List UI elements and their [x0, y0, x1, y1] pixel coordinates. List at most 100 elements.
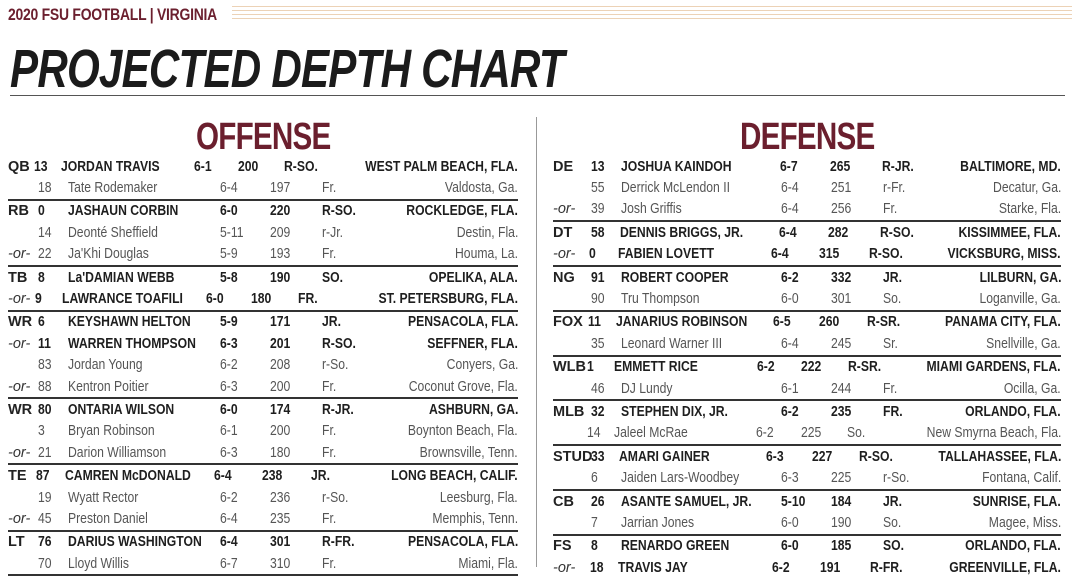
player-class: So.: [883, 514, 902, 531]
player-class: FR.: [297, 291, 318, 308]
player-weight: 225: [831, 470, 852, 487]
position-label: MLB: [553, 403, 585, 420]
decorative-stripes: [232, 6, 1072, 20]
position-label: STUD: [553, 448, 593, 465]
position-label: DT: [553, 224, 573, 241]
jersey-number: 26: [591, 493, 605, 510]
player-height: 6-1: [194, 158, 212, 175]
player-hometown: LILBURN, GA.: [979, 269, 1061, 286]
jersey-number: 0: [589, 246, 597, 263]
player-row: 14 Jaleel McRae 6-2 225 So. New Smyrna B…: [553, 423, 1061, 447]
player-row: TE 87 CAMREN McDONALD 6-4 238 JR. LONG B…: [8, 465, 518, 486]
jersey-number: 13: [34, 158, 48, 175]
player-hometown: Starke, Fla.: [998, 201, 1061, 218]
player-hometown: ORLANDO, FLA.: [965, 538, 1061, 555]
player-hometown: Loganville, Ga.: [979, 291, 1061, 308]
player-name: JOSHUA KAINDOH: [620, 158, 732, 175]
player-height: 6-0: [220, 401, 238, 418]
player-row: 19 Wyatt Rector 6-2 236 r-So. Leesburg, …: [8, 487, 518, 508]
player-name: FABIEN LOVETT: [618, 246, 715, 263]
player-height: 5-9: [220, 314, 238, 331]
player-height: 6-0: [206, 291, 224, 308]
player-height: 6-2: [772, 559, 790, 576]
player-weight: 174: [270, 401, 291, 418]
jersey-number: 83: [38, 357, 52, 374]
position-label: NG: [553, 269, 575, 286]
player-height: 6-4: [781, 201, 799, 218]
player-class: R-SO.: [859, 448, 894, 465]
player-class: JR.: [883, 493, 902, 510]
player-height: 6-4: [220, 510, 238, 527]
title-divider: [10, 95, 1065, 96]
player-hometown: Boynton Beach, Fla.: [408, 423, 518, 440]
player-class: R-FR.: [322, 534, 355, 551]
player-weight: 260: [819, 314, 840, 331]
player-class: r-Jr.: [322, 224, 343, 241]
player-class: SO.: [322, 269, 343, 286]
player-weight: 220: [270, 203, 291, 220]
player-hometown: GREENVILLE, FLA.: [949, 559, 1062, 576]
jersey-number: 11: [38, 335, 51, 352]
player-name: ONTARIA WILSON: [68, 401, 175, 418]
player-class: JR.: [322, 314, 341, 331]
player-class: Fr.: [322, 510, 337, 527]
player-class: R-FR.: [870, 559, 903, 576]
player-row: -or- 88 Kentron Poitier 6-3 200 Fr. Coco…: [8, 376, 518, 400]
player-hometown: OPELIKA, ALA.: [429, 269, 518, 286]
jersey-number: 55: [591, 180, 605, 197]
player-hometown: Ocilla, Ga.: [1004, 380, 1061, 397]
player-row: WR 6 KEYSHAWN HELTON 5-9 171 JR. PENSACO…: [8, 312, 518, 333]
player-name: ROBERT COOPER: [621, 269, 729, 286]
player-height: 6-2: [756, 425, 774, 442]
player-name: LAWRANCE TOAFILI: [62, 291, 183, 308]
jersey-number: 9: [35, 291, 42, 308]
player-hometown: LONG BEACH, CALIF.: [391, 468, 518, 485]
player-weight: 310: [270, 555, 291, 572]
player-class: r-Fr.: [883, 180, 906, 197]
player-height: 6-0: [781, 538, 799, 555]
player-name: Ja'Khi Douglas: [68, 246, 149, 263]
position-label: -or-: [8, 246, 31, 263]
player-weight: 180: [251, 291, 272, 308]
player-name: Jordan Young: [68, 357, 143, 374]
player-height: 6-4: [214, 468, 233, 485]
position-label: RB: [8, 203, 29, 220]
offense-depth-list: QB 13 JORDAN TRAVIS 6-1 200 R-SO. WEST P…: [8, 156, 518, 577]
player-class: R-JR.: [322, 401, 354, 418]
player-row: 14 Deonté Sheffield 5-11 209 r-Jr. Desti…: [8, 222, 518, 243]
position-label: FS: [553, 538, 572, 555]
player-row: WLB 1 EMMETT RICE 6-2 222 R-SR. MIAMI GA…: [553, 357, 1061, 378]
player-class: R-SO.: [283, 158, 318, 175]
player-row: 18 Tate Rodemaker 6-4 197 Fr. Valdosta, …: [8, 177, 518, 201]
player-row: DE 13 JOSHUA KAINDOH 6-7 265 R-JR. BALTI…: [553, 156, 1061, 177]
jersey-number: 18: [38, 180, 52, 197]
player-weight: 185: [831, 538, 852, 555]
player-height: 6-4: [781, 180, 799, 197]
jersey-number: 14: [38, 224, 52, 241]
player-name: ASANTE SAMUEL, JR.: [621, 493, 752, 510]
jersey-number: 0: [38, 203, 45, 220]
player-weight: 200: [270, 423, 291, 440]
player-name: JANARIUS ROBINSON: [616, 314, 748, 331]
jersey-number: 90: [591, 291, 605, 308]
offense-section: OFFENSE QB 13 JORDAN TRAVIS 6-1 200 R-SO…: [8, 116, 518, 577]
player-row: 6 Jaiden Lars-Woodbey 6-3 225 r-So. Font…: [553, 467, 1061, 491]
player-weight: 193: [270, 246, 291, 263]
player-height: 5-9: [220, 246, 238, 263]
offense-title: OFFENSE: [195, 116, 331, 158]
position-label: -or-: [553, 559, 576, 576]
player-name: Wyatt Rector: [68, 489, 139, 506]
player-row: MLB 32 STEPHEN DIX, JR. 6-2 235 FR. ORLA…: [553, 401, 1061, 422]
player-hometown: WEST PALM BEACH, FLA.: [365, 158, 518, 175]
position-label: -or-: [8, 444, 31, 461]
player-name: Tate Rodemaker: [68, 180, 158, 197]
player-hometown: TALLAHASSEE, FLA.: [938, 448, 1061, 465]
player-class: r-So.: [322, 357, 349, 374]
player-height: 5-10: [781, 493, 806, 510]
player-hometown: Miami, Fla.: [458, 555, 518, 572]
position-label: -or-: [553, 201, 576, 218]
player-height: 6-7: [220, 555, 238, 572]
player-weight: 235: [831, 403, 852, 420]
player-weight: 282: [828, 224, 849, 241]
player-name: DJ Lundy: [621, 380, 673, 397]
